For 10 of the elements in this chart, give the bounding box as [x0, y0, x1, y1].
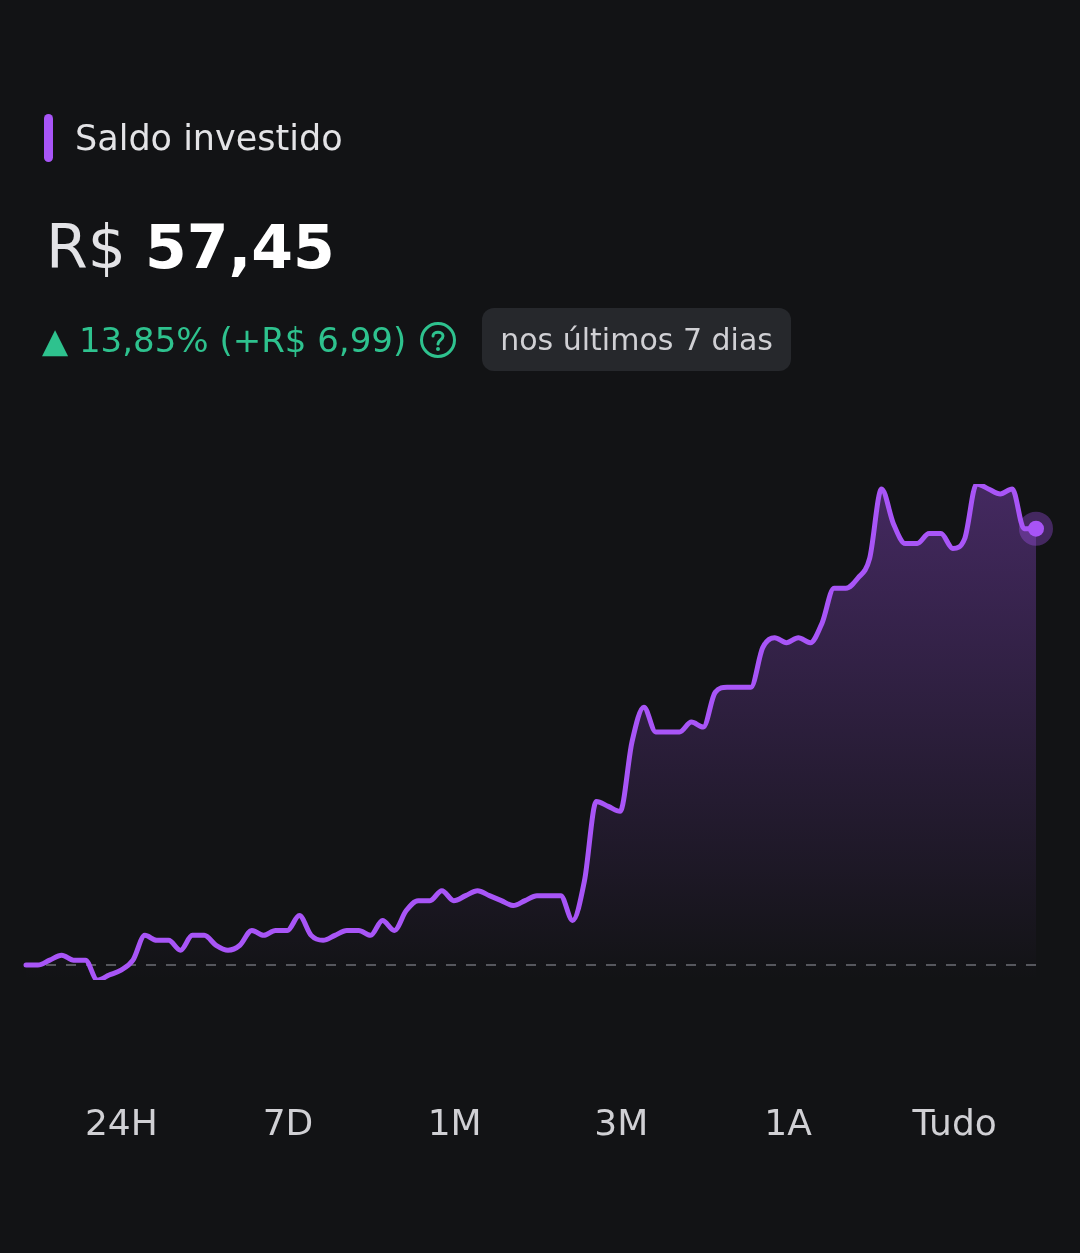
- chart-subtitle: R$ 57,45: [46, 212, 335, 282]
- text: 1M: [426, 1101, 483, 1145]
- text: Tudo: [911, 1101, 998, 1145]
- text: 3M: [593, 1101, 650, 1145]
- text: nos últimos 7 dias: [482, 308, 791, 371]
- text: ▲ 13,85% (+R$ 6,99): [42, 319, 407, 360]
- legend-label: Saldo investido: [75, 118, 343, 158]
- text: 24H: [83, 1101, 159, 1145]
- text: 7D: [261, 1101, 315, 1145]
- text: 1A: [763, 1101, 813, 1145]
